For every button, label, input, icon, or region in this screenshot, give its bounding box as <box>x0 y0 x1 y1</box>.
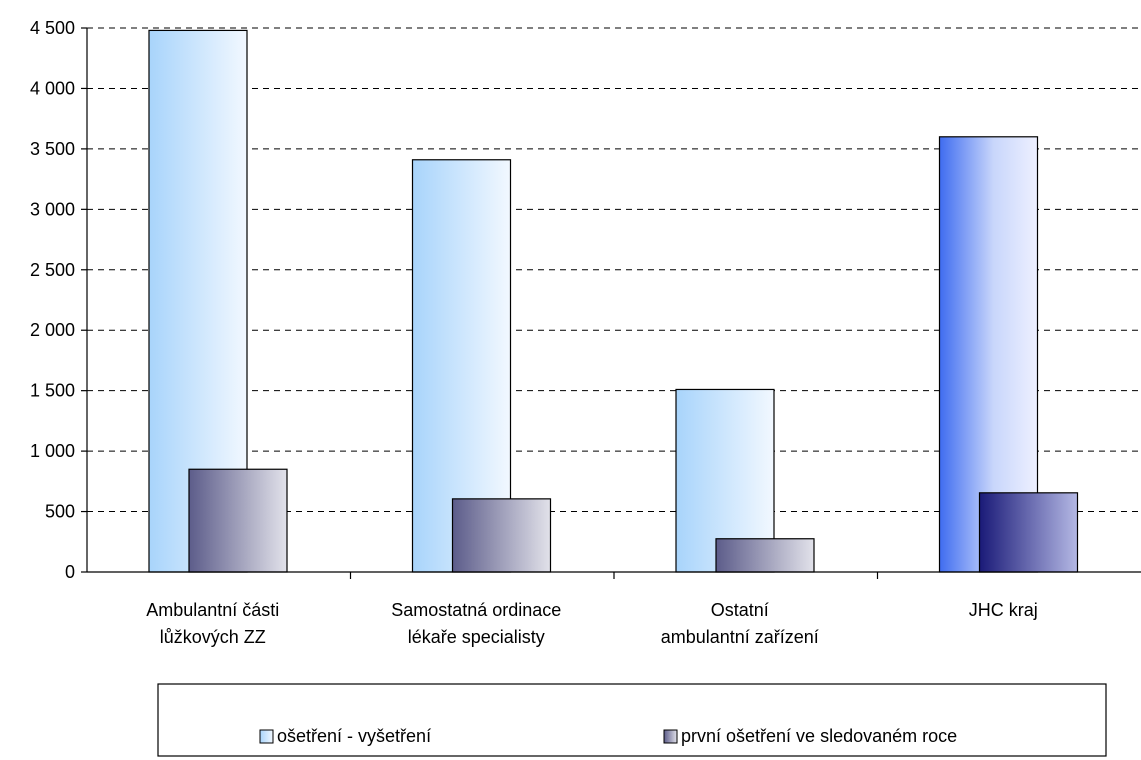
y-tick-label: 4 500 <box>30 18 75 38</box>
category-label: JHC kraj <box>969 600 1038 620</box>
legend-swatch-series-1 <box>259 729 274 744</box>
y-tick-label: 1 000 <box>30 441 75 461</box>
bar-series-2 <box>451 498 552 573</box>
y-tick-label: 2 000 <box>30 320 75 340</box>
category-label: Ostatní ambulantní zařízení <box>661 600 819 647</box>
bar-series-2 <box>715 538 815 573</box>
y-tick-label: 4 000 <box>30 78 75 98</box>
y-axis: 0 500 1 000 1 500 2 000 2 500 3 000 3 500 4 000 4… <box>30 18 88 582</box>
legend-label-series-2: první ošetření ve sledovaném roce <box>681 726 957 746</box>
bar-series-2 <box>188 468 288 573</box>
legend-label-series-1: ošetření - vyšetření <box>277 726 431 746</box>
y-tick-label: 2 500 <box>30 260 75 280</box>
legend-swatch-series-2 <box>663 729 678 744</box>
category-labels: Ambulantní části lůžkových ZZ Samostatná o… <box>146 600 1038 647</box>
bars <box>148 29 1079 573</box>
y-tick-label: 3 500 <box>30 139 75 159</box>
y-tick-label: 3 000 <box>30 199 75 219</box>
y-tick-label: 500 <box>45 502 75 522</box>
y-tick-label: 1 500 <box>30 381 75 401</box>
legend-box <box>157 683 1107 757</box>
category-label: Samostatná ordinace lékaře specialisty <box>391 600 561 647</box>
y-tick-label: 0 <box>65 562 75 582</box>
legend: ošetření - vyšetření první ošetření ve s… <box>157 683 1107 757</box>
category-label: Ambulantní části lůžkových ZZ <box>146 600 279 647</box>
bar-series-2 <box>978 492 1079 573</box>
x-axis <box>87 571 1141 579</box>
